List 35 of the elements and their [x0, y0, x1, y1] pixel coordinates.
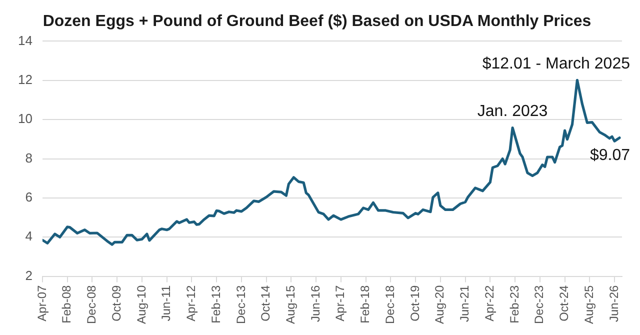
x-tick-label: Feb-13 — [208, 284, 223, 324]
x-tick-label: Feb-08 — [60, 284, 74, 324]
x-tick-label: Aug-15 — [283, 284, 298, 324]
x-tick-label: Aug-20 — [432, 284, 447, 324]
x-tick-label: Jun-21 — [458, 284, 472, 322]
x-tick-label: Dec-13 — [234, 284, 248, 324]
annotation: Jan. 2023 — [477, 103, 548, 120]
y-tick-label: 10 — [18, 111, 32, 126]
x-tick-label: Jun-26 — [606, 284, 621, 322]
x-tick-label: Apr-17 — [333, 284, 348, 322]
x-tick-label: Oct-19 — [408, 284, 422, 322]
x-tick-label: Oct-09 — [109, 284, 124, 322]
y-tick-label: 6 — [25, 190, 32, 205]
x-tick-label: Feb-23 — [507, 284, 522, 324]
x-tick-label: Apr-07 — [34, 284, 49, 322]
y-tick-label: 14 — [18, 32, 32, 48]
x-tick-label: Dec-08 — [84, 284, 99, 324]
x-tick-label: Apr-12 — [184, 284, 198, 322]
x-tick-label: Jun-16 — [308, 284, 322, 322]
chart-title: Dozen Eggs + Pound of Ground Beef ($) Based on USDA Monthly Prices — [42, 13, 592, 30]
y-tick-label: 8 — [25, 150, 32, 166]
x-tick-label: Dec-23 — [532, 284, 546, 324]
x-tick-label: Oct-14 — [258, 284, 273, 322]
y-tick-label: 4 — [25, 228, 32, 244]
y-tick-label: 2 — [25, 268, 32, 283]
y-tick-label: 12 — [18, 72, 32, 87]
x-tick-label: Oct-24 — [557, 284, 572, 322]
x-tick-label: Aug-25 — [582, 284, 596, 324]
x-tick-label: Feb-18 — [358, 284, 372, 324]
x-tick-label: Dec-18 — [382, 284, 397, 324]
x-tick-label: Jun-11 — [159, 284, 174, 322]
x-tick-label: Apr-22 — [482, 284, 496, 322]
annotation: $12.01 - March 2025 — [482, 56, 630, 73]
annotation: $9.07 — [590, 147, 630, 164]
x-tick-label: Aug-10 — [134, 284, 148, 324]
